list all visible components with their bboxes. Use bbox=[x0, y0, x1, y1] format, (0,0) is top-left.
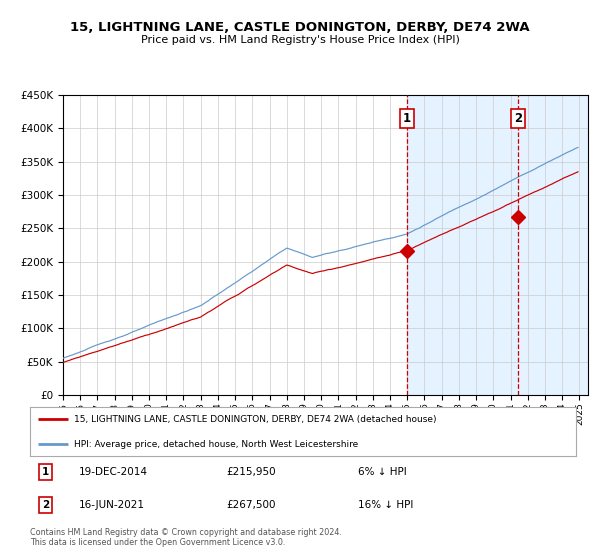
Text: 15, LIGHTNING LANE, CASTLE DONINGTON, DERBY, DE74 2WA: 15, LIGHTNING LANE, CASTLE DONINGTON, DE… bbox=[70, 21, 530, 34]
Text: 2: 2 bbox=[42, 500, 49, 510]
Text: 16-JUN-2021: 16-JUN-2021 bbox=[79, 500, 145, 510]
Text: Contains HM Land Registry data © Crown copyright and database right 2024.
This d: Contains HM Land Registry data © Crown c… bbox=[30, 528, 342, 547]
Text: 2: 2 bbox=[514, 112, 523, 125]
Text: 16% ↓ HPI: 16% ↓ HPI bbox=[358, 500, 413, 510]
Text: 1: 1 bbox=[42, 467, 49, 477]
Text: £267,500: £267,500 bbox=[227, 500, 276, 510]
Bar bbox=[407, 95, 596, 395]
Text: £215,950: £215,950 bbox=[227, 467, 276, 477]
Text: 19-DEC-2014: 19-DEC-2014 bbox=[79, 467, 148, 477]
Text: 6% ↓ HPI: 6% ↓ HPI bbox=[358, 467, 406, 477]
Text: Price paid vs. HM Land Registry's House Price Index (HPI): Price paid vs. HM Land Registry's House … bbox=[140, 35, 460, 45]
Text: 1: 1 bbox=[403, 112, 411, 125]
Text: HPI: Average price, detached house, North West Leicestershire: HPI: Average price, detached house, Nort… bbox=[74, 440, 358, 449]
Text: 15, LIGHTNING LANE, CASTLE DONINGTON, DERBY, DE74 2WA (detached house): 15, LIGHTNING LANE, CASTLE DONINGTON, DE… bbox=[74, 415, 436, 424]
